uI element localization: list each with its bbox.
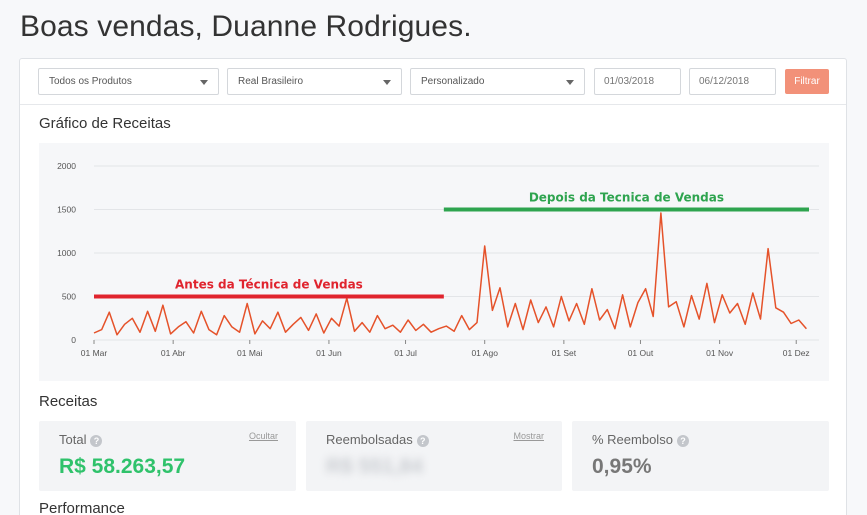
performance-title: Performance bbox=[39, 500, 125, 515]
total-label-text: Total bbox=[59, 432, 87, 447]
x-tick-label: 01 Dez bbox=[783, 348, 810, 358]
chevron-down-icon bbox=[383, 80, 391, 85]
annotation-label: Antes da Técnica de Vendas bbox=[175, 278, 363, 292]
help-icon[interactable]: ? bbox=[90, 435, 103, 447]
refund-pct-card: % Reembolso? 0,95% bbox=[572, 421, 829, 491]
x-tick-label: 01 Abr bbox=[161, 348, 186, 358]
hide-total-link[interactable]: Ocultar bbox=[248, 431, 278, 441]
refund-pct-value: 0,95% bbox=[592, 455, 652, 478]
show-refunded-link[interactable]: Mostrar bbox=[513, 431, 544, 441]
y-tick-label: 1000 bbox=[57, 248, 76, 258]
annotation-label: Depois da Tecnica de Vendas bbox=[529, 191, 724, 205]
product-select-value: Todos os Produtos bbox=[49, 76, 132, 87]
chevron-down-icon bbox=[566, 80, 574, 85]
chevron-down-icon bbox=[200, 80, 208, 85]
currency-select-value: Real Brasileiro bbox=[238, 76, 304, 87]
y-tick-label: 1500 bbox=[57, 205, 76, 215]
x-tick-label: 01 Jul bbox=[394, 348, 417, 358]
dashboard-card: Todos os Produtos Real Brasileiro Person… bbox=[19, 58, 847, 515]
refunded-value: R$ 551,84 bbox=[326, 455, 423, 478]
refunded-label-text: Reembolsadas bbox=[326, 432, 413, 447]
refunded-card: Reembolsadas? Mostrar R$ 551,84 bbox=[306, 421, 562, 491]
y-tick-label: 0 bbox=[71, 335, 76, 345]
revenue-section-title: Receitas bbox=[39, 393, 98, 410]
filter-button[interactable]: Filtrar bbox=[785, 69, 829, 94]
help-icon[interactable]: ? bbox=[416, 435, 429, 447]
revenue-chart-title: Gráfico de Receitas bbox=[39, 115, 171, 132]
help-icon[interactable]: ? bbox=[676, 435, 689, 447]
greeting-title: Boas vendas, Duanne Rodrigues. bbox=[20, 10, 472, 43]
x-tick-label: 01 Mai bbox=[237, 348, 263, 358]
product-select[interactable]: Todos os Produtos bbox=[38, 68, 219, 95]
filter-bar: Todos os Produtos Real Brasileiro Person… bbox=[20, 59, 846, 105]
x-tick-label: 01 Ago bbox=[471, 348, 498, 358]
revenue-series-line bbox=[93, 212, 807, 336]
x-tick-label: 01 Set bbox=[552, 348, 577, 358]
total-value: R$ 58.263,57 bbox=[59, 455, 186, 478]
refunded-label: Reembolsadas? bbox=[326, 432, 429, 447]
x-tick-label: 01 Jun bbox=[316, 348, 342, 358]
y-tick-label: 500 bbox=[62, 292, 76, 302]
total-label: Total? bbox=[59, 432, 103, 447]
end-date-input[interactable] bbox=[689, 68, 776, 95]
start-date-input[interactable] bbox=[594, 68, 681, 95]
total-card: Total? Ocultar R$ 58.263,57 bbox=[39, 421, 296, 491]
y-tick-label: 2000 bbox=[57, 161, 76, 171]
x-tick-label: 01 Out bbox=[628, 348, 654, 358]
refund-pct-label: % Reembolso? bbox=[592, 432, 689, 447]
x-tick-label: 01 Mar bbox=[81, 348, 108, 358]
revenue-chart-svg: 0 500 1000 1500 2000 01 Mar 01 Abr 01 Mai 01 Jun… bbox=[57, 161, 819, 358]
currency-select[interactable]: Real Brasileiro bbox=[227, 68, 402, 95]
x-tick-label: 01 Nov bbox=[706, 348, 734, 358]
refund-pct-label-text: % Reembolso bbox=[592, 432, 673, 447]
period-select[interactable]: Personalizado bbox=[410, 68, 585, 95]
period-select-value: Personalizado bbox=[421, 76, 485, 87]
revenue-chart: 0 500 1000 1500 2000 01 Mar 01 Abr 01 Mai 01 Jun… bbox=[39, 143, 829, 381]
